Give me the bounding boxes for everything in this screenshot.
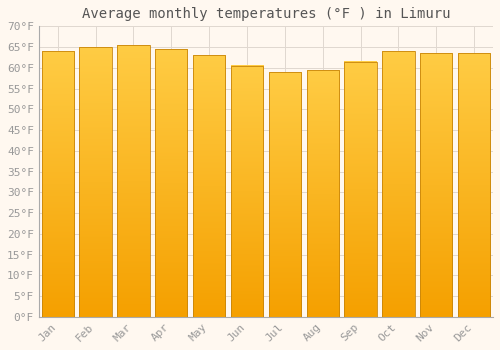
Bar — [80, 47, 112, 317]
Bar — [269, 72, 301, 317]
Bar — [231, 66, 263, 317]
Bar — [344, 62, 376, 317]
Bar — [458, 53, 490, 317]
Bar — [382, 51, 414, 317]
Bar — [155, 49, 188, 317]
Bar — [193, 55, 225, 317]
Bar — [306, 70, 339, 317]
Title: Average monthly temperatures (°F ) in Limuru: Average monthly temperatures (°F ) in Li… — [82, 7, 450, 21]
Bar — [42, 51, 74, 317]
Bar — [420, 53, 452, 317]
Bar — [118, 45, 150, 317]
